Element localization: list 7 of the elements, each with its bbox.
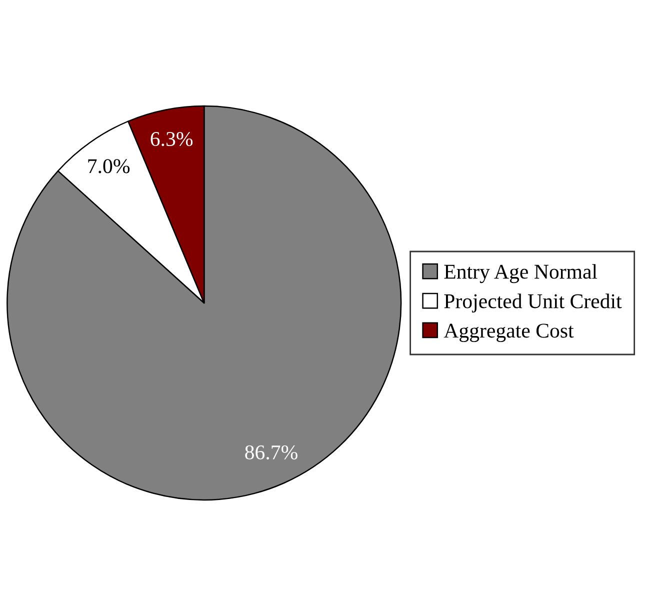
legend-label: Entry Age Normal <box>444 264 598 284</box>
data-label: 86.7% <box>245 445 298 460</box>
legend-label: Projected Unit Credit <box>444 294 622 313</box>
legend-label: Aggregate Cost <box>444 324 574 342</box>
pie-slice <box>6 105 402 501</box>
data-label: 7.0% <box>88 159 130 174</box>
data-label: 6.3% <box>150 132 193 146</box>
